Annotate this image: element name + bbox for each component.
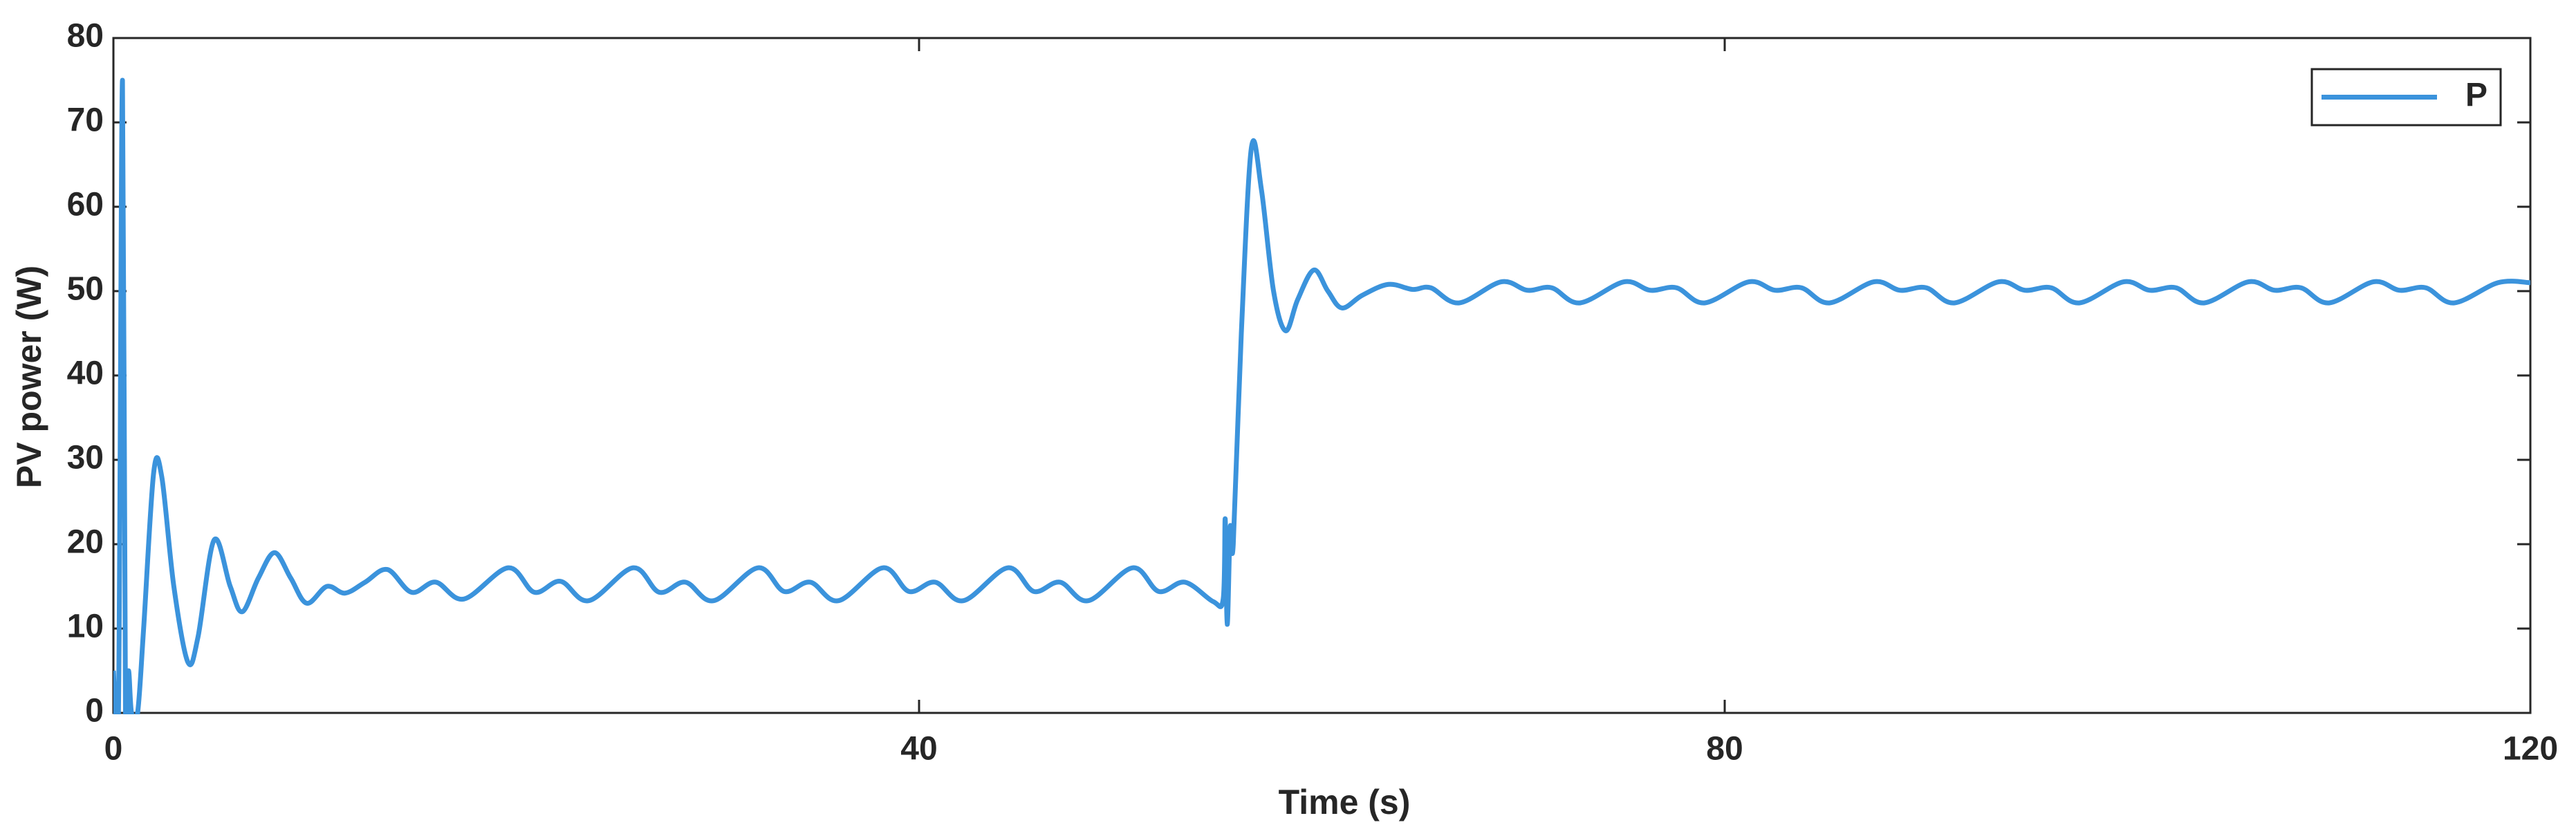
x-tick-label: 40	[900, 731, 937, 768]
x-tick-label: 0	[104, 731, 123, 768]
y-tick-label: 20	[67, 524, 104, 561]
y-tick-label: 50	[67, 271, 104, 308]
y-tick-label: 80	[67, 18, 104, 55]
y-axis-label: PV power (W)	[10, 266, 48, 488]
y-tick-label: 0	[85, 693, 104, 730]
y-tick-label: 10	[67, 609, 104, 645]
y-tick-label: 30	[67, 440, 104, 476]
x-tick-label: 80	[1706, 731, 1743, 768]
x-tick-label: 120	[2503, 731, 2558, 768]
data-line	[113, 77, 2530, 714]
plot-area	[112, 37, 2532, 714]
y-tick-label: 60	[67, 187, 104, 223]
y-tick-label: 70	[67, 102, 104, 139]
x-axis-label: Time (s)	[1279, 783, 1411, 821]
legend-label: P	[2465, 77, 2487, 113]
y-tick-label: 40	[67, 355, 104, 392]
